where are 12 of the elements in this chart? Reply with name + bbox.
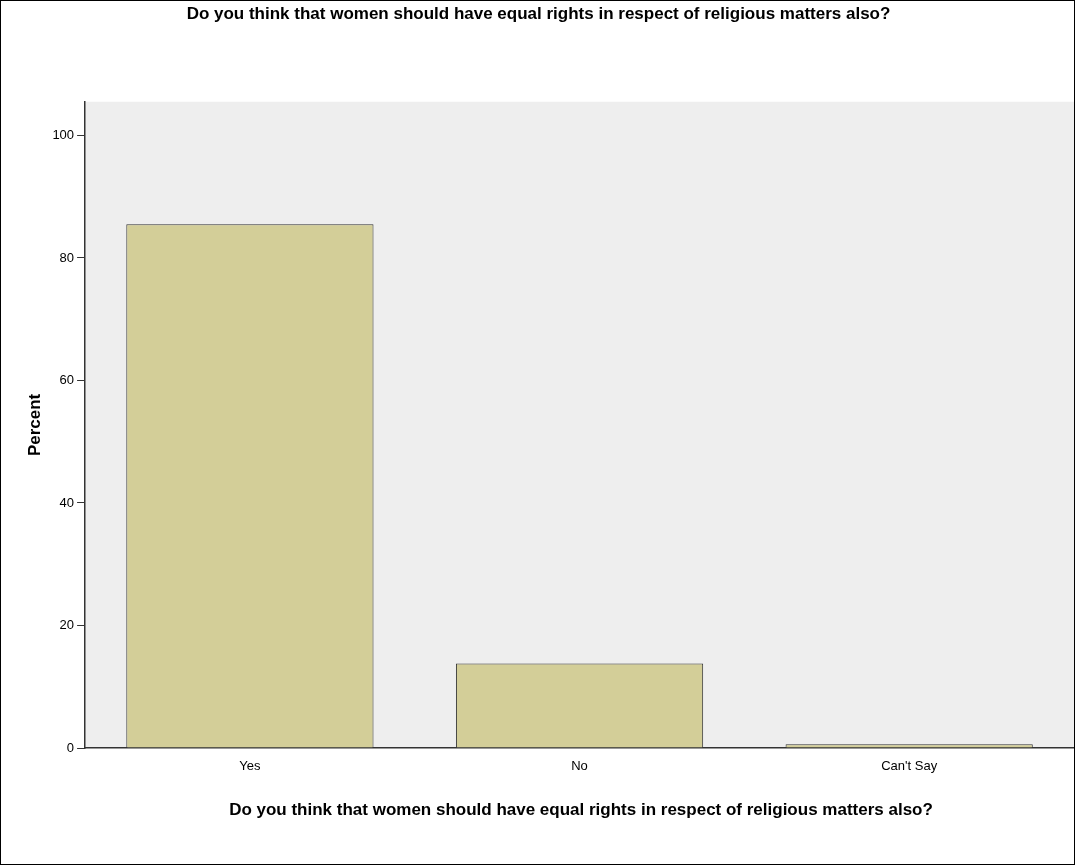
- y-axis-title: Percent: [24, 393, 44, 457]
- x-tick-label: Yes: [239, 758, 262, 774]
- y-tick-label: 80: [59, 249, 75, 265]
- x-tick-label: No: [571, 758, 588, 774]
- chart-title: Do you think that women should have equal rights in respect of religious matters also?: [185, 4, 892, 23]
- x-tick-label: Can't Say: [881, 758, 938, 774]
- y-tick-label: 20: [59, 617, 75, 633]
- y-tick-label: 100: [52, 127, 75, 143]
- y-tick-label: 60: [59, 372, 75, 388]
- x-axis-title: Do you think that women should have equal rights in respect of religious matters also?: [228, 800, 934, 819]
- y-tick-label: 40: [59, 494, 75, 510]
- y-tick-label: 0: [66, 739, 75, 755]
